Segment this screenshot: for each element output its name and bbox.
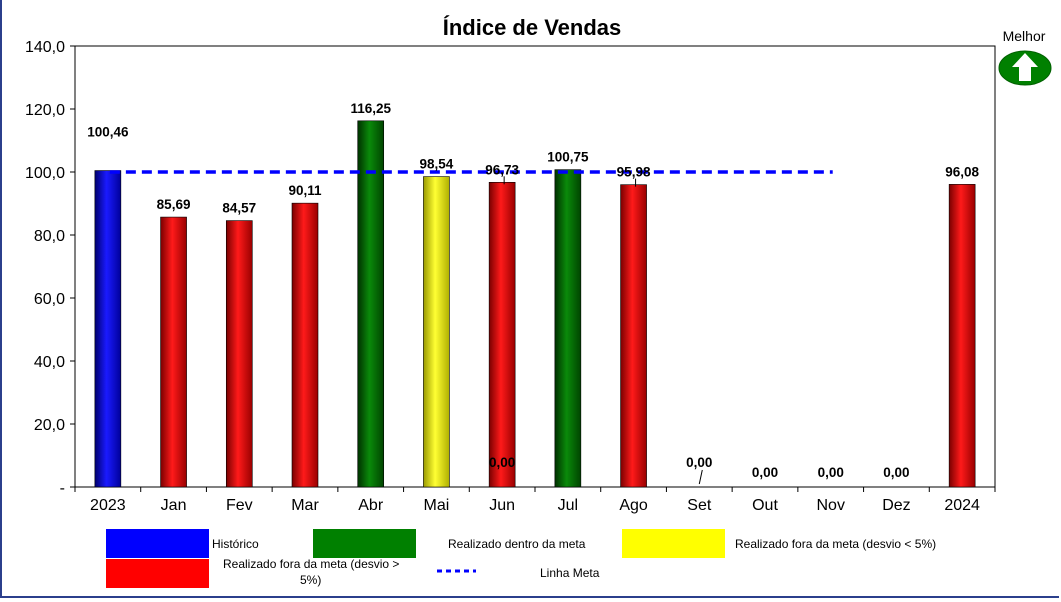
legend-label-dentro: Realizado dentro da meta (448, 537, 586, 551)
legend: Histórico Realizado dentro da meta Realiza… (106, 529, 936, 588)
x-tick-label: Fev (226, 497, 253, 514)
data-label: 0,00 (752, 465, 778, 480)
y-tick-label: 20,0 (34, 417, 65, 434)
plot-area (74, 45, 996, 488)
x-axis: 2023 Jan Fev Mar Abr Mai Jun Jul Ago Set Out Nov Dez… (74, 487, 996, 514)
y-tick-label: 60,0 (34, 291, 65, 308)
y-tick-label: 80,0 (34, 228, 65, 245)
y-tick-label: 100,0 (25, 165, 65, 182)
bar-jan (160, 216, 187, 488)
bar-mai (423, 176, 450, 488)
label-leader (698, 469, 703, 485)
bar-2023 (94, 170, 122, 488)
legend-label-fora-maior-2: 5%) (300, 573, 321, 587)
x-tick-label: Jun (489, 497, 515, 514)
data-label: 98,54 (420, 157, 454, 172)
legend-swatch-dentro (313, 529, 416, 558)
data-label: 84,57 (222, 201, 256, 216)
data-label: 96,73 (485, 162, 519, 177)
data-label: 85,69 (157, 197, 191, 212)
arrow-up-icon (998, 50, 1052, 86)
legend-label-historico: Histórico (212, 537, 259, 551)
legend-swatch-fora-maior (106, 559, 209, 588)
y-tick-label: - (60, 480, 65, 497)
data-label: 100,75 (547, 150, 589, 165)
bar-ago (620, 184, 647, 488)
legend-label-fora-maior-1: Realizado fora da meta (desvio > (223, 557, 399, 571)
x-tick-label: 2024 (944, 497, 980, 514)
data-label: 100,46 (87, 125, 129, 140)
bar-2024 (948, 184, 976, 488)
bar-mar (291, 202, 319, 488)
data-label: 0,00 (818, 465, 844, 480)
legend-swatch-fora-menor (622, 529, 725, 558)
chart-title: Índice de Vendas (443, 15, 622, 40)
x-tick-label: Jul (558, 497, 578, 514)
data-label: 90,11 (288, 183, 322, 198)
data-label: 0,00 (883, 465, 909, 480)
legend-swatch-historico (106, 529, 209, 558)
x-tick-label: Set (687, 497, 712, 514)
x-tick-label: 2023 (90, 497, 126, 514)
y-axis: - 20,0 40,0 60,0 80,0 100,0 120,0 140,0 (25, 39, 75, 497)
bar-fev (225, 220, 253, 488)
data-label: 0,00 (686, 455, 712, 470)
x-tick-label: Jan (161, 497, 187, 514)
x-tick-label: Nov (816, 497, 844, 514)
data-label: 96,08 (945, 164, 979, 179)
bars (94, 120, 976, 488)
y-tick-label: 140,0 (25, 39, 65, 56)
x-tick-label: Out (752, 497, 778, 514)
bar-abr (357, 120, 385, 488)
bar-jun (488, 182, 516, 488)
data-label: 95,98 (617, 165, 651, 180)
legend-label-meta: Linha Meta (540, 566, 600, 580)
x-tick-label: Mai (424, 497, 450, 514)
data-labels: 100,46 85,69 84,57 90,11 116,25 98,54 96,73 100… (87, 101, 980, 485)
y-tick-label: 120,0 (25, 102, 65, 119)
y-tick-label: 40,0 (34, 354, 65, 371)
x-tick-label: Ago (619, 497, 648, 514)
x-tick-label: Abr (358, 497, 384, 514)
x-tick-label: Mar (291, 497, 319, 514)
data-label-extra: 0,00 (489, 455, 515, 470)
bar-jul (554, 169, 582, 488)
better-indicator: Melhor (998, 28, 1052, 86)
better-label: Melhor (1003, 28, 1046, 44)
x-tick-label: Dez (882, 497, 910, 514)
legend-label-fora-menor: Realizado fora da meta (desvio < 5%) (735, 537, 936, 551)
data-label: 116,25 (350, 101, 391, 116)
